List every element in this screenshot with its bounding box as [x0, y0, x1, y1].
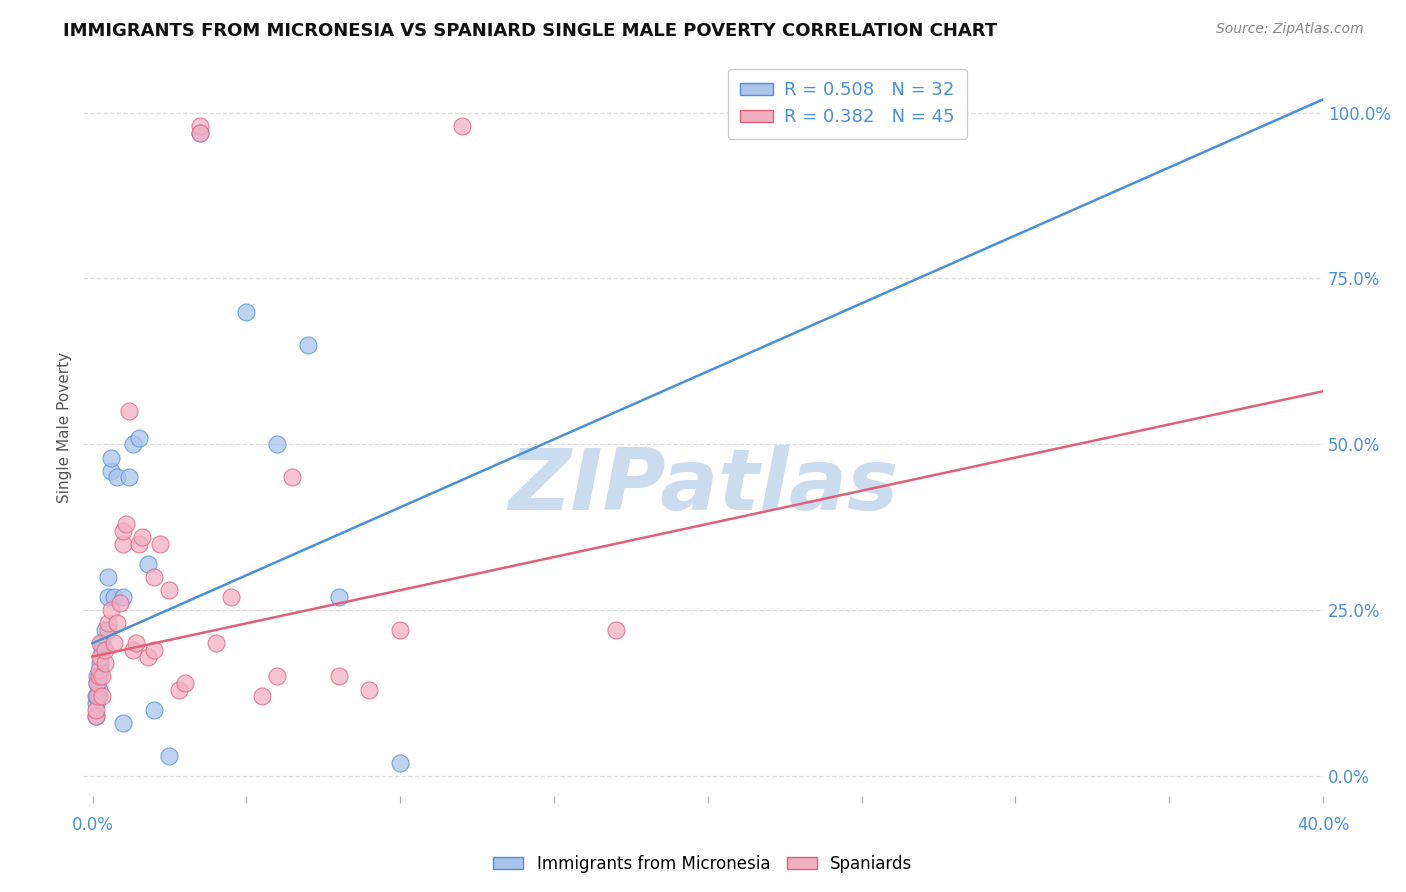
Point: [128, 431, 150, 445]
Point: [121, 437, 143, 451]
Legend: Immigrants from Micronesia, Spaniards: Immigrants from Micronesia, Spaniards: [486, 848, 920, 880]
Point: [100, 603, 122, 617]
Point: [84, 709, 107, 723]
Point: [167, 682, 190, 697]
Point: [128, 537, 150, 551]
Point: [87, 669, 110, 683]
Point: [90, 669, 112, 683]
Point: [87, 682, 110, 697]
Point: [87, 690, 110, 704]
Point: [84, 696, 107, 710]
Point: [97, 590, 120, 604]
Point: [100, 450, 122, 465]
Point: [131, 530, 153, 544]
Point: [389, 756, 412, 770]
Point: [86, 676, 108, 690]
Point: [108, 597, 131, 611]
Point: [136, 649, 159, 664]
Point: [100, 464, 122, 478]
Point: [359, 682, 381, 697]
Point: [297, 338, 319, 352]
Text: Source: ZipAtlas.com: Source: ZipAtlas.com: [1216, 22, 1364, 37]
Point: [86, 690, 108, 704]
Point: [103, 636, 125, 650]
Point: [89, 649, 111, 664]
Point: [266, 669, 288, 683]
Point: [94, 643, 117, 657]
Point: [204, 636, 226, 650]
Point: [112, 715, 135, 730]
Point: [84, 690, 107, 704]
Point: [84, 703, 107, 717]
Point: [97, 616, 120, 631]
Point: [86, 669, 108, 683]
Point: [149, 537, 172, 551]
Point: [90, 690, 112, 704]
Point: [159, 749, 181, 764]
Point: [173, 676, 195, 690]
Point: [87, 663, 110, 677]
Point: [86, 676, 108, 690]
Point: [97, 570, 120, 584]
Point: [90, 636, 112, 650]
Point: [103, 590, 125, 604]
Point: [89, 656, 111, 670]
Point: [188, 126, 211, 140]
Point: [250, 690, 273, 704]
Point: [143, 570, 166, 584]
Point: [328, 590, 350, 604]
Text: ZIPatlas: ZIPatlas: [508, 445, 898, 528]
Point: [121, 643, 143, 657]
Point: [94, 623, 117, 637]
Point: [188, 119, 211, 133]
Point: [389, 623, 412, 637]
Point: [219, 590, 242, 604]
Point: [89, 636, 111, 650]
Point: [94, 656, 117, 670]
Point: [328, 669, 350, 683]
Point: [143, 703, 166, 717]
Y-axis label: Single Male Poverty: Single Male Poverty: [58, 352, 72, 503]
Point: [105, 616, 128, 631]
Point: [105, 470, 128, 484]
Point: [235, 304, 257, 318]
Point: [89, 663, 111, 677]
Point: [281, 470, 304, 484]
Point: [115, 516, 138, 531]
Point: [84, 709, 107, 723]
Point: [118, 470, 141, 484]
Point: [124, 636, 146, 650]
Point: [188, 126, 211, 140]
Point: [450, 119, 472, 133]
Point: [136, 557, 159, 571]
Point: [118, 404, 141, 418]
Text: IMMIGRANTS FROM MICRONESIA VS SPANIARD SINGLE MALE POVERTY CORRELATION CHART: IMMIGRANTS FROM MICRONESIA VS SPANIARD S…: [63, 22, 997, 40]
Point: [266, 437, 288, 451]
Point: [90, 643, 112, 657]
Point: [112, 590, 135, 604]
Text: 40.0%: 40.0%: [1296, 816, 1350, 834]
Text: 0.0%: 0.0%: [72, 816, 114, 834]
Point: [605, 623, 627, 637]
Point: [112, 537, 135, 551]
Point: [159, 583, 181, 598]
Legend: R = 0.508   N = 32, R = 0.382   N = 45: R = 0.508 N = 32, R = 0.382 N = 45: [728, 69, 967, 139]
Point: [143, 643, 166, 657]
Point: [97, 623, 120, 637]
Point: [112, 524, 135, 538]
